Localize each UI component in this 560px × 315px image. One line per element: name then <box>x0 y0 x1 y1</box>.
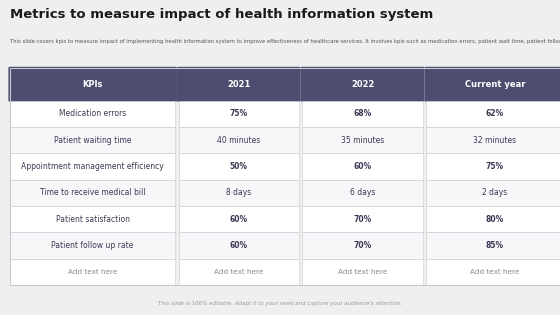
Text: 60%: 60% <box>353 162 372 171</box>
Text: 85%: 85% <box>486 241 504 250</box>
Text: 70%: 70% <box>353 215 372 224</box>
Text: Current year: Current year <box>464 80 525 89</box>
Text: 35 minutes: 35 minutes <box>341 136 384 145</box>
Text: Patient satisfaction: Patient satisfaction <box>55 215 130 224</box>
Text: 8 days: 8 days <box>226 188 251 198</box>
Text: 2021: 2021 <box>227 80 250 89</box>
Text: Appointment management efficiency: Appointment management efficiency <box>21 162 164 171</box>
Text: 75%: 75% <box>486 162 504 171</box>
Text: 62%: 62% <box>486 110 504 118</box>
Text: 2022: 2022 <box>351 80 374 89</box>
Text: Patient follow up rate: Patient follow up rate <box>52 241 134 250</box>
Text: 6 days: 6 days <box>350 188 375 198</box>
Text: This slide covers kpis to measure impact of implementing health information syst: This slide covers kpis to measure impact… <box>10 39 560 44</box>
Text: Add text here: Add text here <box>338 269 388 275</box>
Text: 80%: 80% <box>486 215 504 224</box>
Text: Time to receive medical bill: Time to receive medical bill <box>40 188 146 198</box>
Text: KPIs: KPIs <box>82 80 103 89</box>
Text: 32 minutes: 32 minutes <box>473 136 516 145</box>
Text: Add text here: Add text here <box>470 269 520 275</box>
Text: Medication errors: Medication errors <box>59 110 127 118</box>
Text: Add text here: Add text here <box>214 269 264 275</box>
Text: This slide is 100% editable. Adapt it to your need and capture your audience's a: This slide is 100% editable. Adapt it to… <box>158 301 402 306</box>
Text: 68%: 68% <box>353 110 372 118</box>
Text: 40 minutes: 40 minutes <box>217 136 260 145</box>
Text: 2 days: 2 days <box>482 188 507 198</box>
Text: 70%: 70% <box>353 241 372 250</box>
Text: Patient waiting time: Patient waiting time <box>54 136 132 145</box>
Text: 60%: 60% <box>230 241 248 250</box>
Text: Add text here: Add text here <box>68 269 118 275</box>
Text: 60%: 60% <box>230 215 248 224</box>
Text: 50%: 50% <box>230 162 248 171</box>
Text: 75%: 75% <box>230 110 248 118</box>
Text: Metrics to measure impact of health information system: Metrics to measure impact of health info… <box>10 8 433 21</box>
